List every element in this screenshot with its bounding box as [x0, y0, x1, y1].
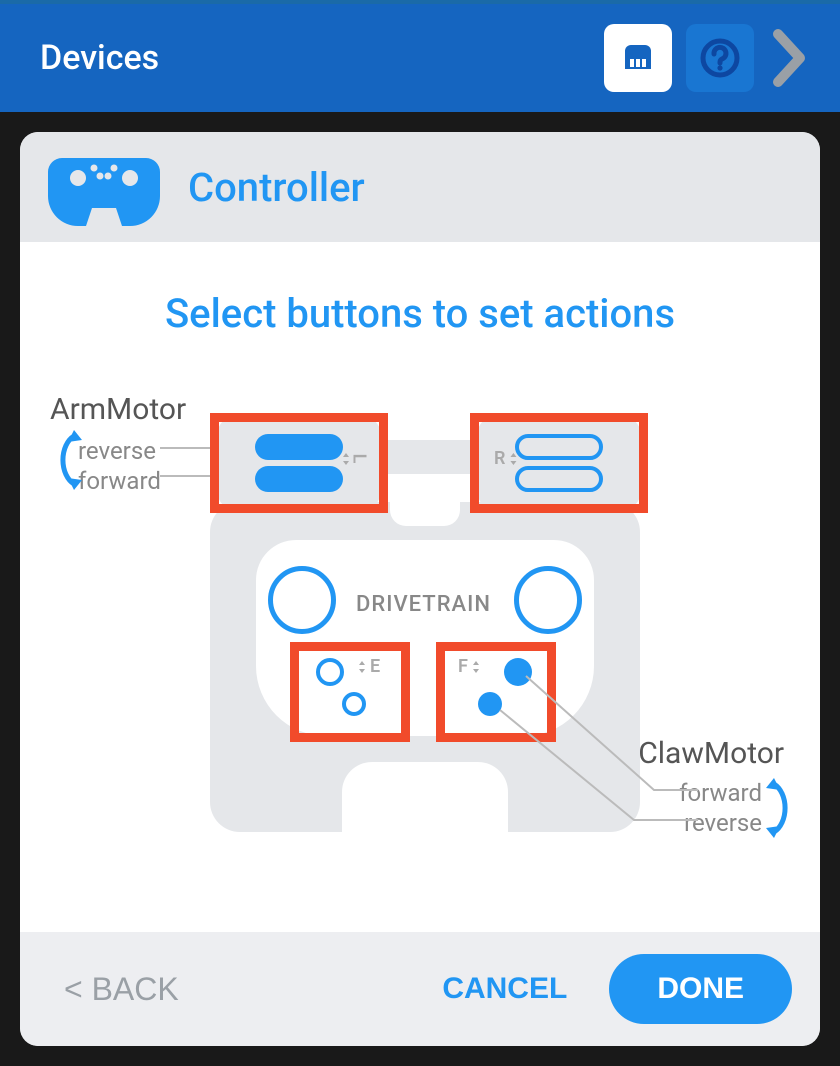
left-joystick[interactable]	[268, 566, 336, 634]
shoulder-bridge	[380, 440, 478, 474]
card-header: Controller	[20, 132, 820, 242]
highlight-box-R	[470, 413, 648, 513]
next-chevron-icon[interactable]	[764, 18, 816, 98]
right-joystick[interactable]	[514, 566, 582, 634]
cancel-button[interactable]: CANCEL	[428, 972, 581, 1006]
lead-lines-right	[494, 670, 704, 830]
controller-icon	[44, 146, 164, 228]
back-button[interactable]: < BACK	[64, 971, 179, 1008]
controller-diagram: ArmMotor reverse forward	[20, 382, 820, 932]
done-button[interactable]: DONE	[609, 954, 792, 1024]
card-title: Controller	[188, 164, 365, 211]
card-footer: < BACK CANCEL DONE	[20, 932, 820, 1046]
forward-label: forward	[78, 466, 161, 496]
claw-curve-arrow-icon	[758, 774, 798, 844]
header-title: Devices	[40, 38, 590, 78]
connection-icon[interactable]	[604, 24, 672, 92]
instruction-text: Select buttons to set actions	[20, 290, 820, 337]
arm-motor-label: ArmMotor	[50, 392, 186, 427]
highlight-box-L	[210, 413, 388, 513]
help-icon[interactable]	[686, 24, 754, 92]
highlight-box-E	[290, 642, 410, 742]
arm-motor-direction-labels: reverse forward	[78, 436, 161, 496]
controller-config-card: Controller Select buttons to set actions…	[20, 132, 820, 1046]
arm-curve-arrow-icon	[50, 426, 90, 496]
app-header: Devices	[0, 4, 840, 112]
drivetrain-label: DRIVETRAIN	[356, 592, 491, 617]
reverse-label: reverse	[78, 436, 161, 466]
